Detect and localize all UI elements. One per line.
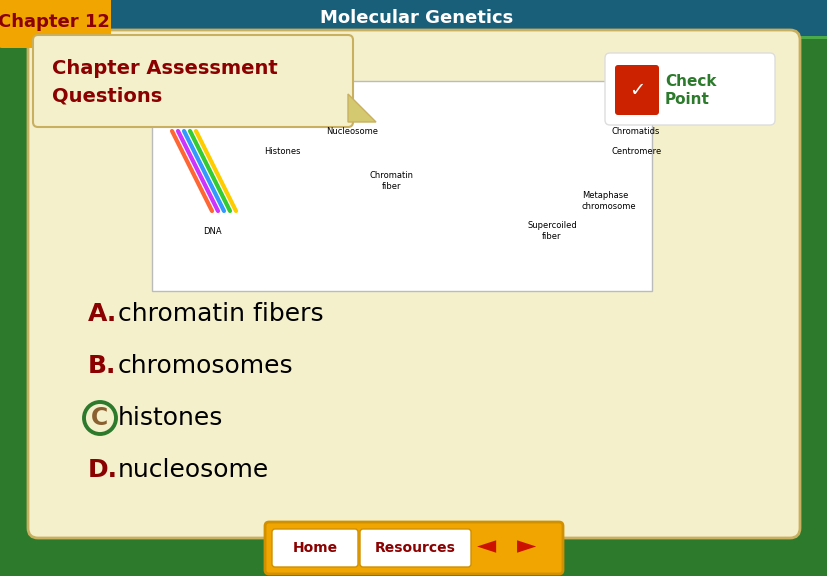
Text: D.: D. bbox=[88, 458, 118, 482]
Text: Histones: Histones bbox=[264, 146, 300, 156]
Text: chromatin fibers: chromatin fibers bbox=[118, 302, 323, 326]
Text: Molecular Genetics: Molecular Genetics bbox=[319, 9, 513, 27]
Text: Point: Point bbox=[664, 93, 709, 108]
Text: ✓: ✓ bbox=[628, 81, 644, 100]
Text: ►: ► bbox=[517, 534, 536, 558]
Text: Supercoiled
fiber: Supercoiled fiber bbox=[527, 221, 576, 241]
Text: chromosomes: chromosomes bbox=[118, 354, 294, 378]
Text: C: C bbox=[91, 406, 108, 430]
Text: Chapter 12: Chapter 12 bbox=[0, 13, 110, 31]
Text: Chromatin
fiber: Chromatin fiber bbox=[370, 171, 414, 191]
FancyBboxPatch shape bbox=[33, 35, 352, 127]
Text: Questions: Questions bbox=[52, 86, 162, 105]
FancyBboxPatch shape bbox=[265, 522, 562, 574]
FancyBboxPatch shape bbox=[0, 0, 111, 48]
Text: Metaphase
chromosome: Metaphase chromosome bbox=[581, 191, 636, 211]
FancyBboxPatch shape bbox=[0, 36, 827, 39]
FancyBboxPatch shape bbox=[28, 30, 799, 538]
Text: Resources: Resources bbox=[374, 541, 455, 555]
FancyBboxPatch shape bbox=[614, 65, 658, 115]
Text: nucleosome: nucleosome bbox=[118, 458, 269, 482]
Text: Check: Check bbox=[664, 74, 715, 89]
Text: B.: B. bbox=[88, 354, 117, 378]
Text: Chapter Assessment: Chapter Assessment bbox=[52, 59, 277, 78]
FancyBboxPatch shape bbox=[360, 529, 471, 567]
Text: ◄: ◄ bbox=[477, 534, 496, 558]
Text: Home: Home bbox=[292, 541, 337, 555]
Text: Chromatids: Chromatids bbox=[611, 127, 660, 135]
Text: DNA: DNA bbox=[203, 226, 221, 236]
Text: Centromere: Centromere bbox=[611, 146, 662, 156]
Text: A.: A. bbox=[88, 302, 117, 326]
FancyBboxPatch shape bbox=[152, 81, 651, 291]
FancyBboxPatch shape bbox=[0, 0, 827, 36]
Text: histones: histones bbox=[118, 406, 223, 430]
Polygon shape bbox=[347, 94, 375, 122]
FancyBboxPatch shape bbox=[272, 529, 357, 567]
FancyBboxPatch shape bbox=[605, 53, 774, 125]
Text: Nucleosome: Nucleosome bbox=[326, 127, 378, 135]
